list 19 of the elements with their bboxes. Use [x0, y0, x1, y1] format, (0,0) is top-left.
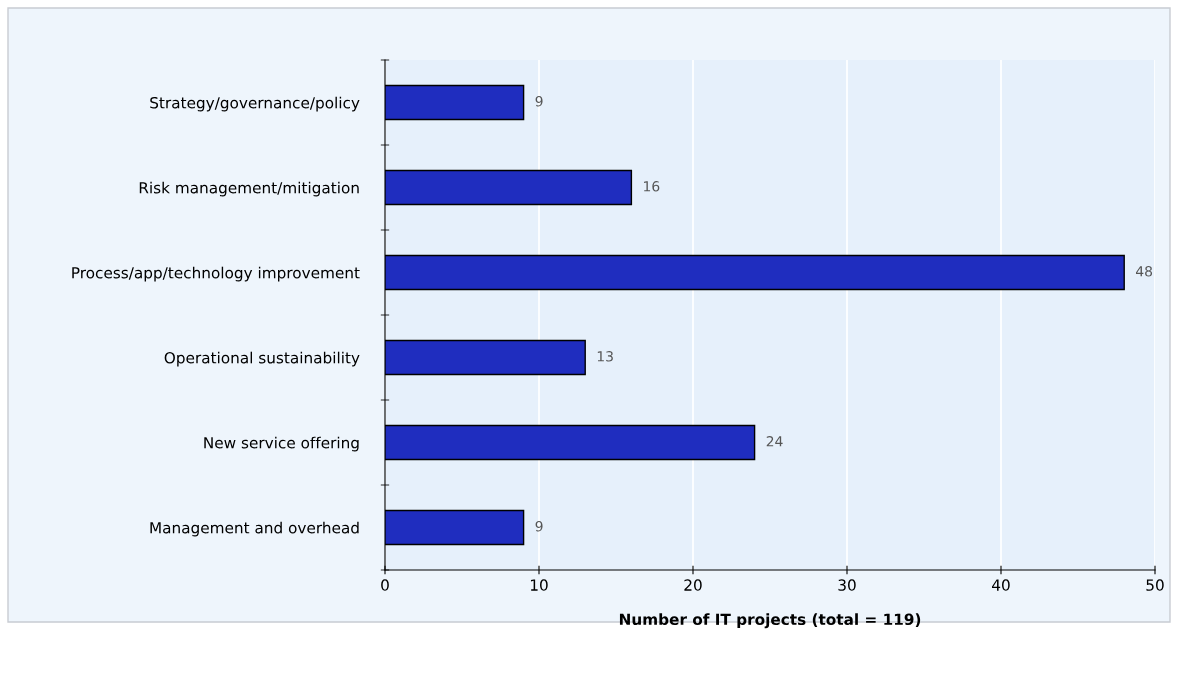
y-tick-label: New service offering — [204, 436, 359, 452]
y-tick-label: Process/app/technology improvement — [72, 266, 360, 282]
x-tick-label: 40 — [992, 579, 1010, 591]
x-tick-label: 50 — [1146, 579, 1164, 591]
x-tick-label: 0 — [381, 579, 389, 591]
x-axis-title: Number of IT projects (total = 119) — [619, 613, 921, 629]
data-label: 9 — [535, 96, 543, 107]
x-tick-label: 10 — [530, 579, 548, 591]
x-tick-label: 30 — [838, 579, 856, 591]
data-label: 24 — [766, 436, 783, 447]
y-tick-label: Risk management/mitigation — [139, 181, 359, 197]
y-tick-label: Operational sustainability — [164, 351, 360, 367]
data-label: 16 — [644, 181, 660, 192]
data-label: 9 — [535, 521, 543, 532]
data-label: 13 — [597, 351, 613, 362]
data-label: 48 — [1135, 266, 1153, 277]
x-tick-label: 20 — [684, 579, 702, 591]
y-tick-label: Management and overhead — [150, 521, 359, 537]
y-tick-label: Strategy/governance/policy — [150, 96, 360, 112]
